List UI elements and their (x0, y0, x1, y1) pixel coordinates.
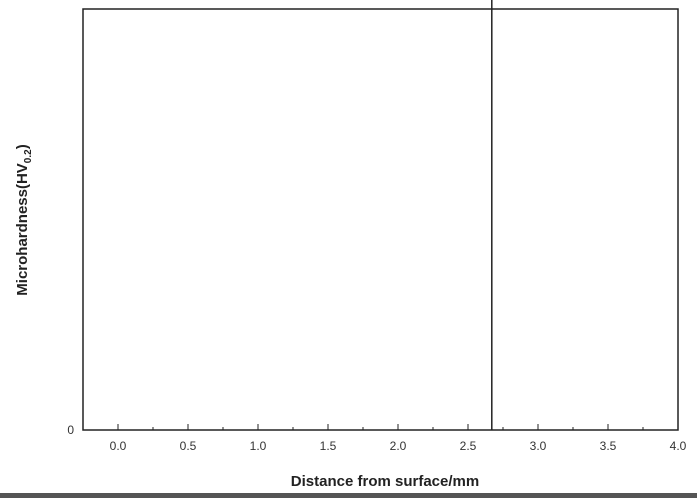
x-tick-label: 2.5 (460, 439, 477, 453)
y-axis-label: Microhardness(HV0.2) (14, 144, 34, 295)
bottom-border-strip (0, 493, 697, 498)
x-tick-label: 4.0 (670, 439, 687, 453)
x-tick-label: 0.0 (110, 439, 127, 453)
plot-frame (82, 8, 679, 431)
x-tick-label: 1.0 (250, 439, 267, 453)
x-tick-label: 2.0 (390, 439, 407, 453)
x-tick-label: 3.5 (600, 439, 617, 453)
y-axis-label-main: Microhardness(HV (14, 163, 31, 296)
x-tick-label: 3.0 (530, 439, 547, 453)
y-tick-label: 0 (67, 423, 74, 437)
y-axis-label-close: ) (14, 144, 31, 149)
x-tick-label: 0.5 (180, 439, 197, 453)
x-tick-label: 1.5 (320, 439, 337, 453)
x-axis-label: Distance from surface/mm (291, 473, 479, 490)
y-axis-label-sub: 0.2 (23, 149, 34, 163)
